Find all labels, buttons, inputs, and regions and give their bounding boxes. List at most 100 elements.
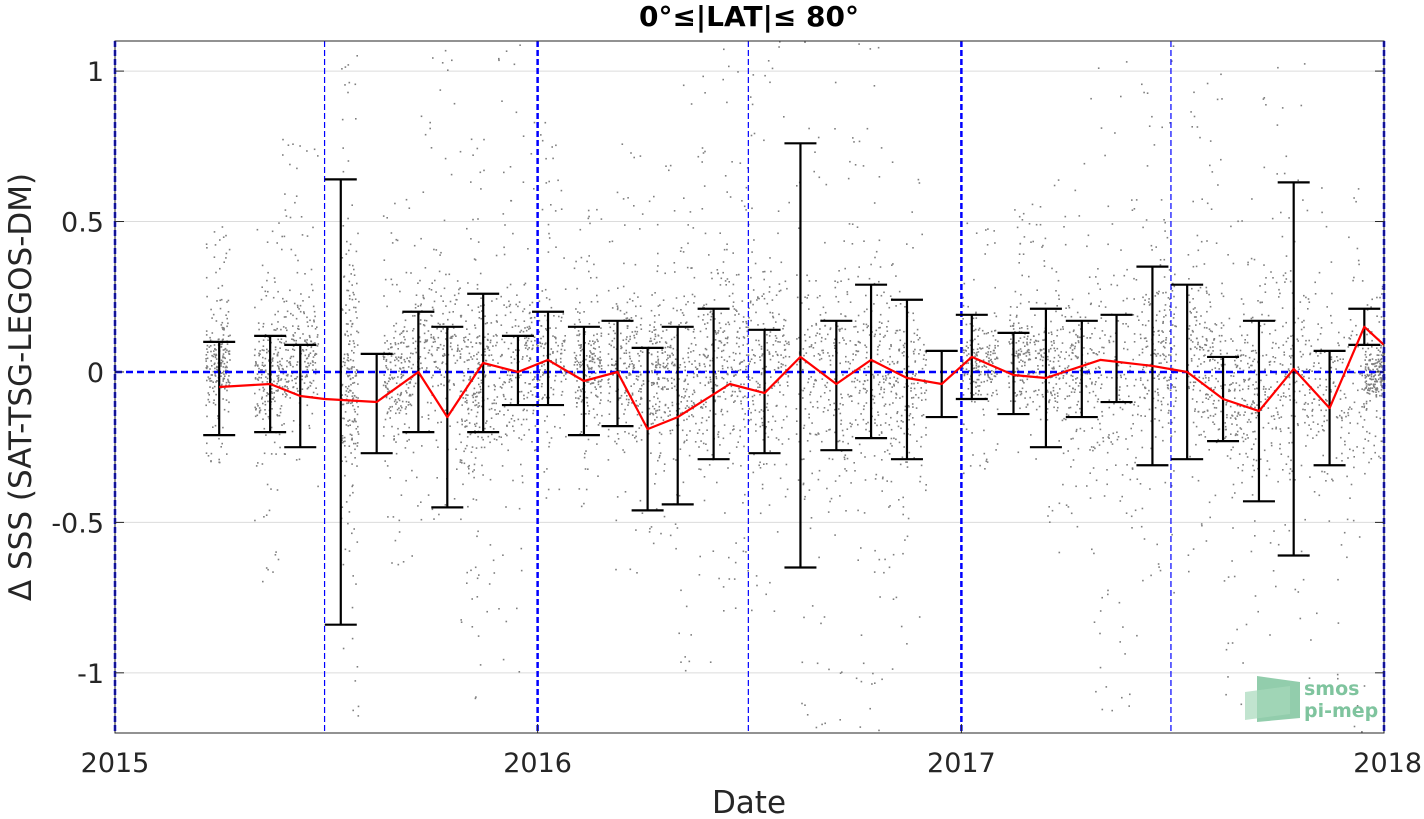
data-point [596, 443, 598, 445]
data-point [443, 219, 446, 222]
data-point [1169, 309, 1171, 311]
data-point [276, 361, 279, 364]
data-point [759, 467, 762, 469]
data-point [1009, 343, 1011, 345]
data-point [403, 369, 405, 372]
data-point [823, 616, 826, 618]
data-point [531, 301, 534, 304]
data-point [738, 387, 740, 390]
data-point [353, 528, 355, 530]
data-point [1144, 299, 1146, 301]
data-point [280, 379, 282, 381]
data-point [315, 368, 317, 371]
data-point [996, 443, 999, 445]
data-point [834, 431, 836, 434]
data-point [639, 305, 642, 307]
data-point [394, 342, 397, 344]
data-point [828, 429, 830, 431]
data-point [671, 362, 673, 365]
data-point [423, 332, 426, 335]
data-point [756, 299, 758, 301]
data-point [346, 353, 349, 355]
data-point [783, 318, 785, 321]
data-point [796, 363, 798, 366]
data-point [963, 373, 966, 376]
data-point [415, 351, 417, 354]
data-point [476, 283, 479, 286]
data-point [701, 147, 704, 149]
data-point [757, 386, 759, 389]
data-point [562, 313, 565, 315]
data-point [508, 300, 510, 303]
data-point [555, 361, 558, 364]
data-point [674, 523, 677, 525]
data-point [486, 420, 488, 422]
data-point [276, 390, 279, 392]
data-point [559, 427, 561, 429]
data-point [222, 236, 225, 238]
data-point [1175, 306, 1177, 309]
data-point [696, 432, 699, 434]
data-point [557, 344, 559, 347]
data-point [277, 374, 280, 377]
data-point [1095, 367, 1097, 370]
data-point [594, 386, 596, 388]
data-point [453, 294, 456, 297]
data-point [694, 360, 696, 362]
data-point [1168, 409, 1170, 412]
data-point [1119, 500, 1122, 502]
data-point [1056, 401, 1059, 403]
data-point [260, 377, 262, 379]
data-point [987, 351, 989, 353]
data-point [1174, 430, 1176, 433]
data-point [827, 333, 829, 336]
data-point [782, 335, 784, 337]
data-point [492, 559, 495, 562]
data-point [462, 379, 465, 382]
data-point [699, 330, 702, 333]
data-point [468, 464, 470, 467]
data-point [540, 134, 542, 136]
data-point [218, 458, 220, 461]
data-point [663, 366, 665, 369]
data-point [398, 519, 401, 522]
data-point [1118, 394, 1120, 396]
data-point [706, 356, 709, 358]
data-point [427, 494, 430, 496]
data-point [817, 432, 819, 434]
data-point [480, 317, 482, 320]
data-point [688, 454, 691, 457]
data-point [768, 353, 771, 355]
data-point [667, 346, 669, 348]
data-point [962, 296, 964, 299]
data-point [654, 328, 657, 331]
data-point [473, 387, 476, 390]
data-point [538, 300, 541, 303]
data-point [541, 208, 544, 211]
data-point [706, 336, 709, 338]
data-point [556, 350, 559, 353]
data-point [655, 508, 658, 510]
data-point [256, 373, 259, 375]
data-point [750, 358, 753, 360]
data-point [445, 338, 447, 340]
data-point [406, 330, 408, 333]
data-point [1107, 243, 1109, 246]
data-point [385, 386, 387, 389]
data-point [1057, 374, 1059, 376]
data-point [480, 354, 483, 356]
data-point [262, 390, 265, 392]
data-point [984, 373, 986, 376]
data-point [600, 335, 603, 337]
data-point [703, 363, 706, 365]
data-point [1114, 132, 1116, 134]
data-point [442, 300, 444, 302]
data-point [693, 389, 695, 392]
data-point [684, 379, 686, 382]
data-point [980, 393, 982, 396]
data-point [451, 59, 453, 62]
data-point [1075, 428, 1078, 431]
data-point [897, 381, 899, 384]
data-point [698, 354, 701, 356]
data-point [686, 418, 688, 421]
